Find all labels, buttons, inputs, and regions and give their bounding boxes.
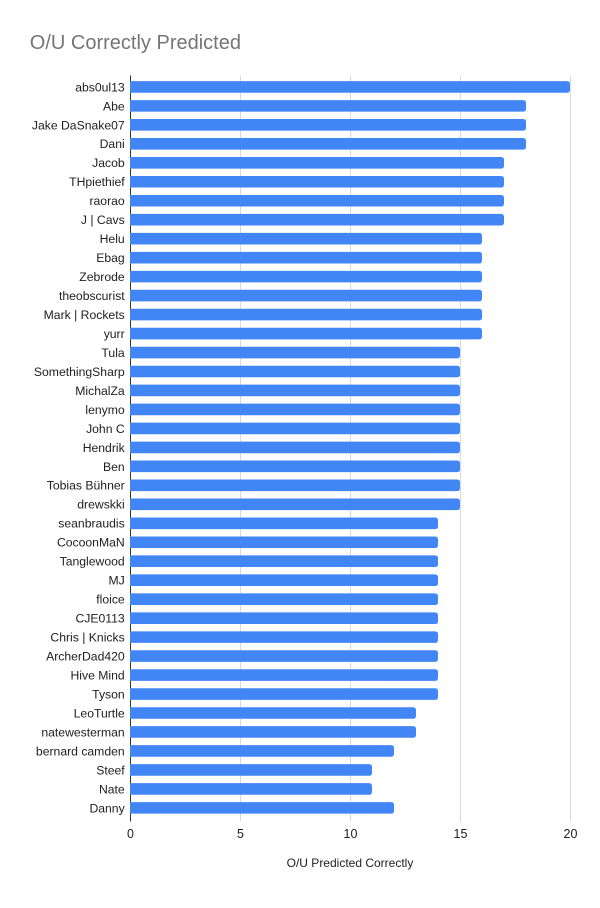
- svg-text:SomethingSharp: SomethingSharp: [34, 365, 125, 379]
- svg-text:10: 10: [344, 827, 358, 841]
- svg-text:J | Cavs: J | Cavs: [81, 213, 125, 227]
- svg-text:Mark | Rockets: Mark | Rockets: [44, 308, 125, 322]
- svg-text:Nate: Nate: [99, 782, 125, 796]
- svg-text:O/U Correctly Predicted: O/U Correctly Predicted: [30, 32, 241, 54]
- svg-text:Ebag: Ebag: [96, 251, 124, 265]
- svg-text:MJ: MJ: [108, 574, 124, 588]
- svg-text:Tyson: Tyson: [92, 687, 125, 701]
- svg-text:Abe: Abe: [103, 99, 125, 113]
- svg-text:Hendrik: Hendrik: [83, 441, 126, 455]
- svg-text:drewskki: drewskki: [77, 498, 124, 512]
- svg-text:Helu: Helu: [100, 232, 125, 246]
- svg-text:theobscurist: theobscurist: [59, 289, 125, 303]
- svg-text:0: 0: [127, 827, 134, 841]
- svg-text:5: 5: [237, 827, 244, 841]
- svg-text:Dani: Dani: [100, 137, 125, 151]
- svg-text:Tanglewood: Tanglewood: [60, 555, 125, 569]
- svg-text:Hive Mind: Hive Mind: [71, 668, 125, 682]
- svg-text:15: 15: [454, 827, 468, 841]
- svg-text:seanbraudis: seanbraudis: [58, 517, 124, 531]
- svg-text:John C: John C: [86, 422, 125, 436]
- svg-text:natewesterman: natewesterman: [41, 725, 124, 739]
- svg-text:LeoTurtle: LeoTurtle: [74, 706, 125, 720]
- svg-text:Steef: Steef: [96, 763, 125, 777]
- svg-text:yurr: yurr: [104, 327, 125, 341]
- svg-text:O/U Predicted Correctly: O/U Predicted Correctly: [287, 856, 414, 870]
- svg-text:abs0ul13: abs0ul13: [75, 80, 125, 94]
- svg-text:Jake DaSnake07: Jake DaSnake07: [32, 118, 125, 132]
- svg-text:Chris | Knicks: Chris | Knicks: [50, 631, 124, 645]
- svg-text:lenymo: lenymo: [85, 403, 125, 417]
- svg-text:ArcherDad420: ArcherDad420: [46, 649, 125, 663]
- svg-text:Tobias Bühner: Tobias Bühner: [47, 479, 125, 493]
- svg-text:raorao: raorao: [89, 194, 124, 208]
- svg-text:floice: floice: [96, 593, 125, 607]
- svg-text:THpiethief: THpiethief: [69, 175, 125, 189]
- svg-text:CocoonMaN: CocoonMaN: [57, 536, 125, 550]
- svg-text:20: 20: [564, 827, 578, 841]
- svg-text:Tula: Tula: [101, 346, 124, 360]
- svg-text:Danny: Danny: [89, 801, 125, 815]
- svg-text:Ben: Ben: [103, 460, 125, 474]
- svg-text:MichalZa: MichalZa: [75, 384, 125, 398]
- svg-text:Jacob: Jacob: [92, 156, 125, 170]
- svg-text:bernard camden: bernard camden: [36, 744, 125, 758]
- svg-text:Zebrode: Zebrode: [79, 270, 125, 284]
- svg-text:CJE0113: CJE0113: [75, 612, 124, 626]
